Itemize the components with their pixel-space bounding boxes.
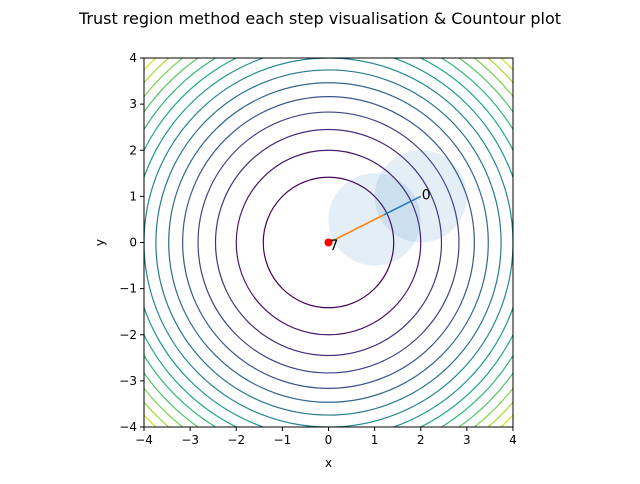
plot-area	[76, 0, 581, 480]
x-tick-label: 3	[463, 433, 471, 447]
x-tick-label: −1	[274, 433, 292, 447]
x-tick-label: 0	[325, 433, 333, 447]
y-axis-label: y	[93, 239, 107, 246]
y-axis-ticks: −4 −3 −2 −1 0 1 2 3 4	[119, 51, 144, 434]
y-tick-label: −3	[119, 374, 137, 388]
x-tick-label: 2	[417, 433, 425, 447]
y-tick-label: 4	[129, 51, 137, 65]
y-tick-label: −4	[119, 420, 137, 434]
y-tick-label: 3	[129, 97, 137, 111]
x-tick-label: 4	[509, 433, 517, 447]
x-tick-label: 1	[371, 433, 379, 447]
x-tick-label: −3	[181, 433, 199, 447]
y-tick-label: −1	[119, 282, 137, 296]
y-tick-label: 0	[129, 236, 137, 250]
x-axis-label: x	[325, 456, 332, 470]
y-tick-label: −2	[119, 328, 137, 342]
x-axis-ticks: −4 −3 −2 −1 0 1 2 3 4	[135, 427, 517, 447]
x-tick-label: −4	[135, 433, 153, 447]
step-annotation: 7	[330, 238, 339, 254]
chart-title: Trust region method each step visualisat…	[78, 9, 561, 28]
y-tick-label: 1	[129, 189, 137, 203]
x-tick-label: −2	[227, 433, 245, 447]
step-annotation: 0	[422, 187, 431, 203]
y-tick-label: 2	[129, 143, 137, 157]
